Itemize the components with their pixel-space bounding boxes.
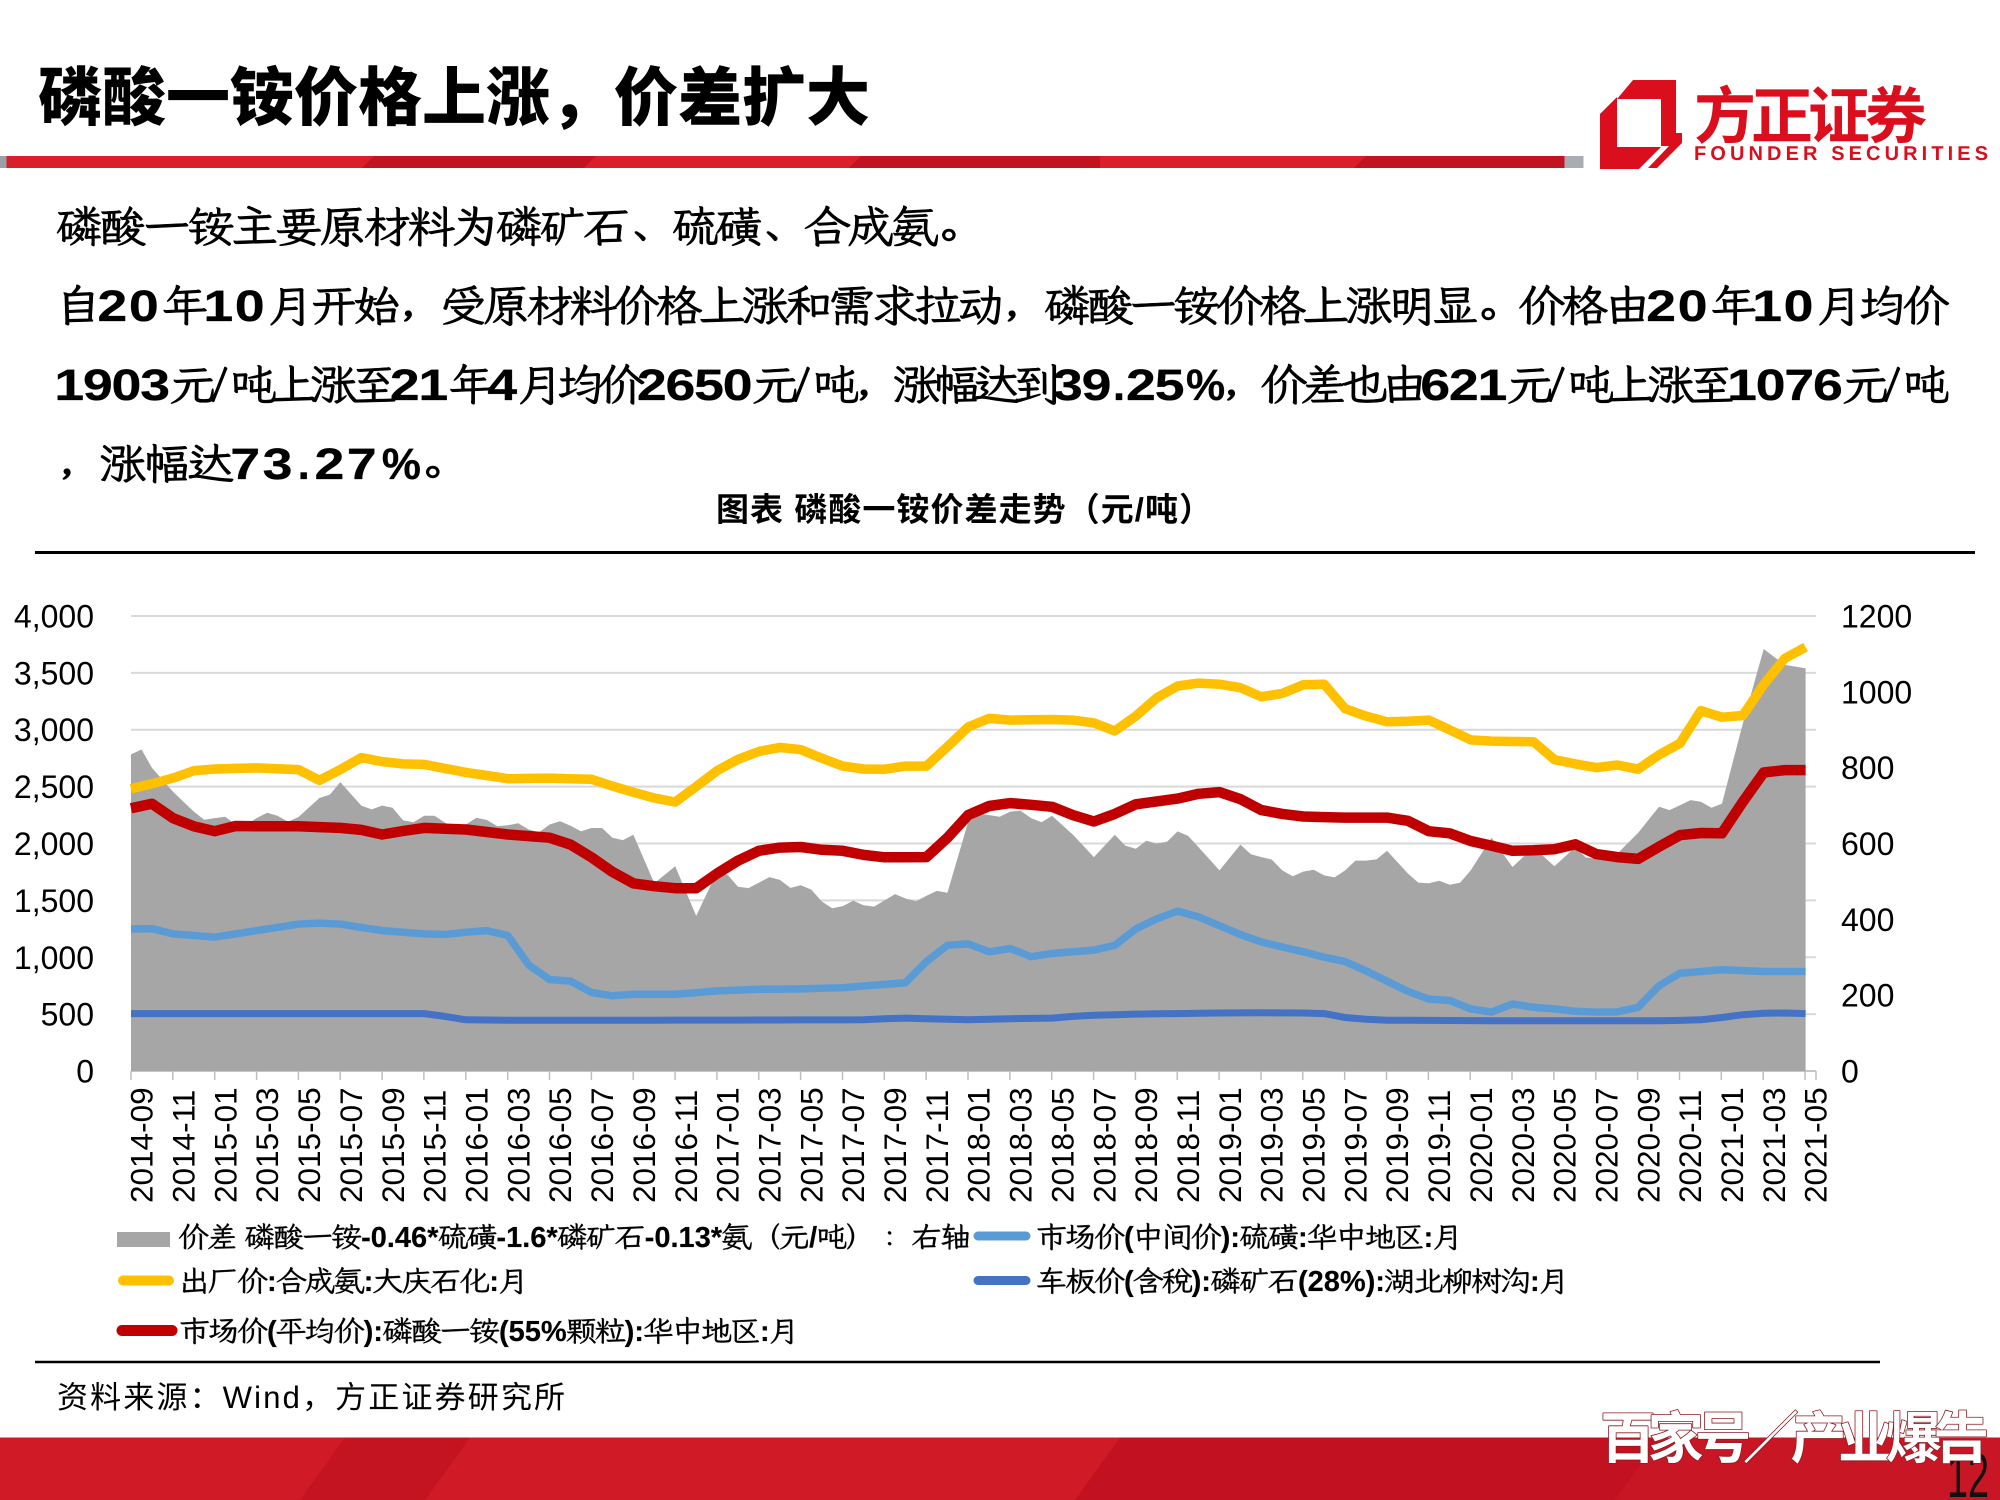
- svg-text:2021-05: 2021-05: [1798, 1087, 1834, 1203]
- svg-text:2015-03: 2015-03: [249, 1087, 285, 1203]
- svg-text:2018-11: 2018-11: [1170, 1090, 1206, 1203]
- svg-text:2015-01: 2015-01: [207, 1087, 243, 1203]
- svg-text:2014-09: 2014-09: [124, 1087, 160, 1203]
- svg-text:2019-07: 2019-07: [1337, 1087, 1373, 1203]
- svg-text:2019-03: 2019-03: [1254, 1087, 1290, 1203]
- svg-text:600: 600: [1841, 826, 1894, 862]
- svg-text:500: 500: [41, 997, 94, 1033]
- svg-text:2017-09: 2017-09: [877, 1087, 913, 1203]
- svg-text:2,000: 2,000: [14, 826, 94, 862]
- svg-text:2020-03: 2020-03: [1505, 1087, 1541, 1203]
- svg-text:3,000: 3,000: [14, 712, 94, 748]
- svg-text:2019-05: 2019-05: [1296, 1087, 1332, 1203]
- svg-text:4,000: 4,000: [14, 599, 94, 635]
- svg-text:2,500: 2,500: [14, 769, 94, 805]
- svg-text:2017-11: 2017-11: [919, 1090, 955, 1203]
- svg-text:0: 0: [76, 1054, 94, 1090]
- svg-text:2020-05: 2020-05: [1547, 1087, 1583, 1203]
- svg-text:2018-03: 2018-03: [1003, 1087, 1039, 1203]
- svg-text:12: 12: [1947, 1441, 1989, 1500]
- svg-text:2020-09: 2020-09: [1630, 1087, 1666, 1203]
- svg-text:2019-09: 2019-09: [1379, 1087, 1415, 1203]
- svg-text:2016-03: 2016-03: [500, 1087, 536, 1203]
- svg-text:2017-03: 2017-03: [752, 1087, 788, 1203]
- svg-text:2021-01: 2021-01: [1714, 1087, 1750, 1203]
- svg-text:2019-11: 2019-11: [1421, 1090, 1457, 1203]
- svg-text:1200: 1200: [1841, 599, 1912, 635]
- svg-text:200: 200: [1841, 978, 1894, 1014]
- svg-text:2017-01: 2017-01: [710, 1087, 746, 1203]
- svg-text:2015-09: 2015-09: [375, 1087, 411, 1203]
- svg-text:2016-09: 2016-09: [626, 1087, 662, 1203]
- svg-text:2018-09: 2018-09: [1128, 1087, 1164, 1203]
- svg-text:400: 400: [1841, 902, 1894, 938]
- svg-text:2017-07: 2017-07: [835, 1087, 871, 1203]
- svg-text:2018-05: 2018-05: [1044, 1087, 1080, 1203]
- svg-text:2018-07: 2018-07: [1086, 1087, 1122, 1203]
- svg-text:1,000: 1,000: [14, 940, 94, 976]
- svg-text:2015-05: 2015-05: [291, 1087, 327, 1203]
- svg-text:2016-05: 2016-05: [542, 1087, 578, 1203]
- svg-text:2019-01: 2019-01: [1212, 1087, 1248, 1203]
- svg-text:2020-07: 2020-07: [1589, 1087, 1625, 1203]
- svg-text:2016-07: 2016-07: [584, 1087, 620, 1203]
- svg-text:2015-07: 2015-07: [333, 1087, 369, 1203]
- svg-text:2016-11: 2016-11: [668, 1090, 704, 1203]
- svg-text:2020-11: 2020-11: [1672, 1090, 1708, 1203]
- svg-text:3,500: 3,500: [14, 655, 94, 691]
- svg-text:1,500: 1,500: [14, 883, 94, 919]
- svg-text:1000: 1000: [1841, 674, 1912, 710]
- svg-text:2014-11: 2014-11: [166, 1090, 202, 1203]
- svg-text:2018-01: 2018-01: [961, 1087, 997, 1203]
- svg-text:800: 800: [1841, 750, 1894, 786]
- svg-text:0: 0: [1841, 1054, 1859, 1090]
- svg-text:2021-03: 2021-03: [1756, 1087, 1792, 1203]
- svg-text:2020-01: 2020-01: [1463, 1087, 1499, 1203]
- svg-text:2015-11: 2015-11: [417, 1090, 453, 1203]
- svg-text:2016-01: 2016-01: [459, 1087, 495, 1203]
- svg-text:2017-05: 2017-05: [793, 1087, 829, 1203]
